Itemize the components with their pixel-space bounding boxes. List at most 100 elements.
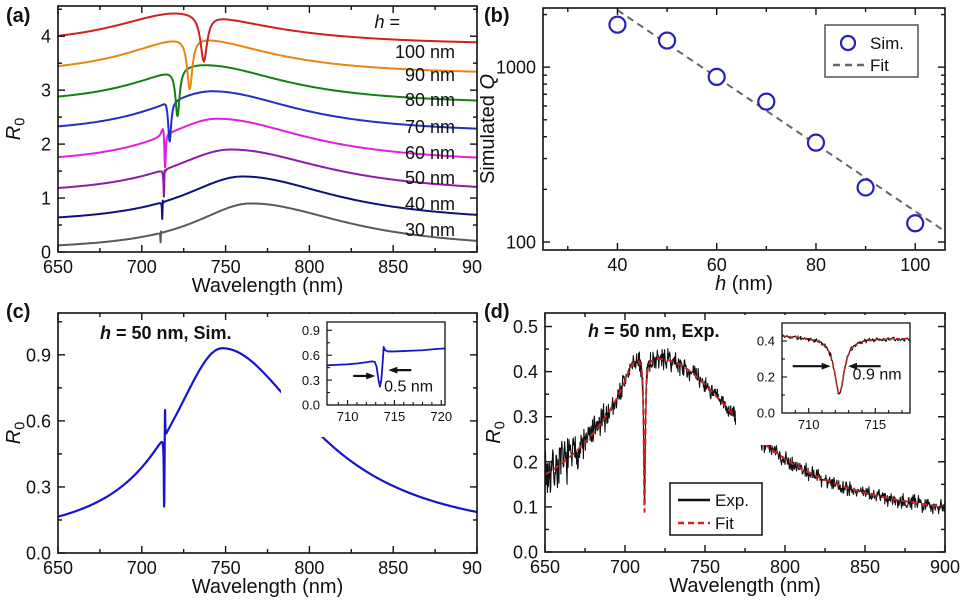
y-tick-label: 0.9 xyxy=(302,323,320,338)
y-tick-label: 2 xyxy=(41,135,51,155)
y-tick-label: 0.0 xyxy=(26,543,51,563)
y-tick-label: 0.1 xyxy=(513,497,538,517)
series-h-80nm xyxy=(58,64,477,118)
panel-b: 40 60 80 100 100 1000 h (nm) Simulated Q Sim. Fit xyxy=(480,0,965,295)
x-tick-label: 900 xyxy=(462,257,482,277)
data-point-simulated-q-points xyxy=(806,133,826,152)
series-sim-spectrum-50nm xyxy=(58,347,477,518)
x-tick-label: 650 xyxy=(43,558,73,578)
x-tick-label: 60 xyxy=(707,255,727,275)
x-tick-label: 40 xyxy=(607,255,627,275)
y-axis-label: R0 xyxy=(483,421,508,443)
legend-label: Sim. xyxy=(870,34,904,53)
x-tick-label: 900 xyxy=(930,557,960,577)
data-point-simulated-q-points xyxy=(856,178,875,197)
y-tick-label: 0.4 xyxy=(513,362,538,382)
series-fit-line xyxy=(612,8,945,233)
x-tick-label: 720 xyxy=(430,409,452,424)
panel-a: 650 700 750 800 850 900 0 1 2 3 4 Wavelength (nm) R0… xyxy=(0,0,482,295)
x-axis-label: Wavelength (nm) xyxy=(192,576,344,598)
panel-c: 650 700 750 800 850 900 0.0 0.3 0.6 0.9 Wavelength… xyxy=(0,295,482,604)
arrow-head xyxy=(821,362,831,370)
panel-label-c: (c) xyxy=(6,301,31,323)
data-point-simulated-q-points xyxy=(757,92,776,111)
panel-title: h = 50 nm, Sim. xyxy=(100,323,232,343)
curve-label-90nm: 90 nm xyxy=(405,65,455,85)
x-tick-label: 800 xyxy=(770,557,800,577)
plot-border xyxy=(781,322,911,414)
curve-label-70nm: 70 nm xyxy=(405,117,455,137)
series-h-100nm xyxy=(58,12,477,63)
series-h-90nm xyxy=(58,39,477,91)
x-tick-label: 710 xyxy=(798,417,820,432)
legend-label: Exp. xyxy=(715,491,749,510)
linewidth-label: 0.9 nm xyxy=(853,367,902,384)
curve-label-40nm: 40 nm xyxy=(405,194,455,214)
x-axis-label: Wavelength (nm) xyxy=(669,575,821,597)
y-axis-label: R0 xyxy=(3,118,28,140)
x-axis-label: Wavelength (nm) xyxy=(192,275,344,295)
y-tick-label: 0.3 xyxy=(26,477,51,497)
panel-svg-d: 650 700 750 800 850 900 0.0 0.1 0.2 0.3 0.4 0.5 Wave… xyxy=(483,312,960,597)
curve-label-80nm: 80 nm xyxy=(405,90,455,110)
panel-svg-c: 650 700 750 800 850 900 0.0 0.3 0.6 0.9 Wavelength… xyxy=(3,312,482,598)
series-h-30nm xyxy=(58,202,477,247)
y-tick-label: 0.9 xyxy=(26,345,51,365)
plot-border xyxy=(57,312,478,554)
x-tick-label: 750 xyxy=(690,557,720,577)
legend-label: Fit xyxy=(715,514,734,533)
legend-box xyxy=(669,482,763,536)
series-fit-spectrum xyxy=(545,358,945,513)
panel-label-d: (d) xyxy=(484,301,510,323)
y-tick-label: 0.2 xyxy=(757,370,775,385)
legend-box xyxy=(824,24,919,78)
inset-background xyxy=(736,315,916,445)
x-tick-label: 750 xyxy=(211,257,241,277)
x-tick-label: 800 xyxy=(294,257,324,277)
plot-border xyxy=(326,321,446,406)
y-tick-label: 0.3 xyxy=(302,373,320,388)
y-tick-label: 0.4 xyxy=(757,334,775,349)
x-tick-label: 100 xyxy=(900,255,930,275)
panel-title: h = 50 nm, Exp. xyxy=(588,321,720,341)
y-tick-label: 4 xyxy=(41,27,51,47)
data-point-simulated-q-points xyxy=(608,15,627,34)
legend-label: Fit xyxy=(870,56,889,75)
series-h-40nm xyxy=(58,175,477,220)
y-tick-label: 0 xyxy=(41,242,51,262)
x-tick-label: 850 xyxy=(378,558,408,578)
x-tick-label: 850 xyxy=(850,557,880,577)
y-axis-label: Simulated Q xyxy=(480,74,499,184)
y-tick-label: 0.6 xyxy=(26,411,51,431)
y-tick-label: 0.0 xyxy=(513,542,538,562)
y-tick-label: 0.6 xyxy=(302,348,320,363)
x-tick-label: 800 xyxy=(294,558,324,578)
plot-border xyxy=(544,312,946,553)
y-tick-label: 0.0 xyxy=(302,398,320,413)
data-point-simulated-q-points xyxy=(707,67,726,86)
x-tick-label: 900 xyxy=(462,558,482,578)
curve-label-30nm: 30 nm xyxy=(405,220,455,240)
panel-d: 650 700 750 800 850 900 0.0 0.1 0.2 0.3 0.4 0.5 Wave… xyxy=(480,295,965,604)
x-tick-label: 650 xyxy=(43,257,73,277)
x-tick-label: 710 xyxy=(337,409,359,424)
series-h-70nm xyxy=(58,90,477,143)
legend-title: h = xyxy=(374,12,400,32)
series-sim-zoom xyxy=(327,346,445,388)
y-tick-label: 0.3 xyxy=(513,407,538,427)
curve-label-60nm: 60 nm xyxy=(405,143,455,163)
y-tick-label: 100 xyxy=(506,232,536,252)
arrow-head xyxy=(366,372,376,380)
plot-border xyxy=(542,7,946,251)
x-tick-label: 750 xyxy=(211,558,241,578)
x-tick-label: 700 xyxy=(610,557,640,577)
legend-symbol-circle xyxy=(839,34,857,52)
y-tick-label: 0.2 xyxy=(513,452,538,472)
x-tick-label: 80 xyxy=(806,255,826,275)
series-fit-zoom xyxy=(782,335,910,395)
x-tick-label: 715 xyxy=(864,417,886,432)
arrow-head xyxy=(848,362,857,370)
series-h-60nm xyxy=(58,117,477,169)
y-tick-label: 0.5 xyxy=(513,317,538,337)
